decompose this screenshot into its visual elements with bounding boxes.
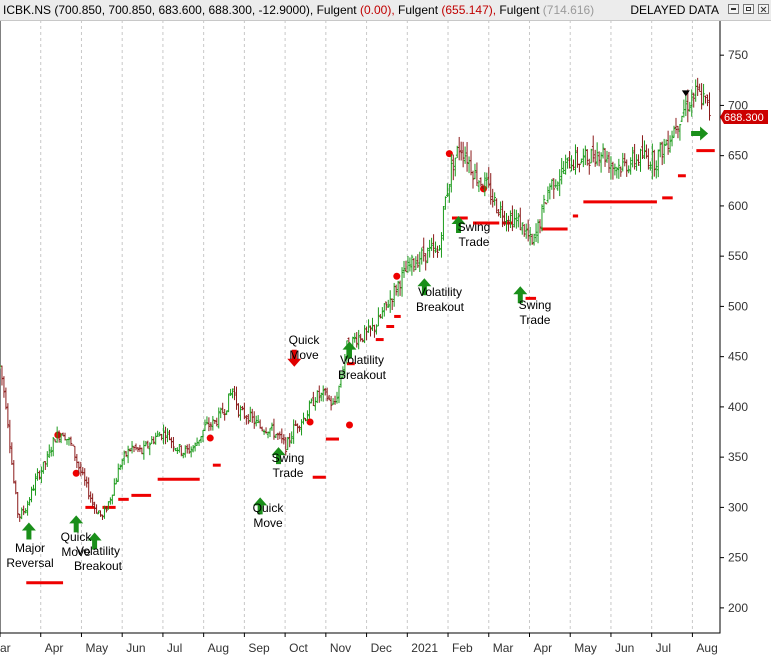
y-tick-label: 450 [728,350,748,364]
delayed-data-label: DELAYED DATA [630,3,719,17]
x-tick-label: Jun [615,641,634,655]
ohlc-values: (700.850, 700.850, 683.600, 688.300, -12… [54,3,314,17]
fulgent-value-1: (0.00), [359,3,395,17]
stop-dot [345,421,353,429]
signal-label: Quick [61,530,93,544]
maximize-button[interactable] [743,4,754,14]
y-tick-label: 650 [728,149,748,163]
signal-label: Swing [272,451,305,465]
buy-signal-arrow [69,515,84,533]
signal-label: Breakout [74,559,123,573]
signal-label: Volatility [76,544,120,558]
buy-signal-arrow [417,278,432,296]
buy-signal-arrow [87,532,102,550]
x-tick-label: May [574,641,597,655]
x-tick-label: Nov [330,641,351,655]
y-tick-label: 700 [728,98,748,112]
sell-signal-arrow [287,349,302,367]
x-tick-label: Apr [45,641,64,655]
signal-label: Volatility [418,285,462,299]
x-tick-label: Dec [371,641,392,655]
title-bar: ICBK.NS (700.850, 700.850, 683.600, 688.… [0,0,771,21]
y-tick-label: 750 [728,48,748,62]
stop-dot [206,434,214,442]
last-price-label: 688.300 [724,112,764,124]
x-tick-label: Aug [208,641,229,655]
y-tick-label: 200 [728,601,748,615]
y-tick-label: 600 [728,199,748,213]
signal-label: Breakout [416,300,465,314]
minimize-button[interactable] [728,4,739,14]
axis-frame [0,19,721,634]
x-tick-label: Apr [533,641,552,655]
fulgent-label-1: Fulgent [316,3,357,17]
signal-label: Swing [458,220,491,234]
price-bars [0,77,711,522]
x-tick-label: Aug [696,641,717,655]
y-axis: 200 250 300 350 400 450 500 550 600 650 700 750 [720,48,748,615]
x-tick-label: Feb [452,641,473,655]
buy-signal-arrow [271,447,286,465]
fulgent-value-2: (655.147), [441,3,497,17]
x-tick-label: 2021 [411,641,438,655]
x-tick-label: Jun [126,641,145,655]
y-tick-label: 300 [728,500,748,514]
x-axis: ar Apr May Jun Jul Aug Sep Oct Nov Dec 2021 Feb Mar A… [0,633,718,655]
signal-label: Quick [289,333,321,347]
x-tick-label: Mar [493,641,514,655]
buy-signal-arrow [21,522,36,540]
stop-dot [393,272,401,280]
stop-dot [72,469,80,477]
signal-arrows [21,90,709,550]
y-tick-label: 550 [728,249,748,263]
x-tick-label: ar [0,641,11,655]
grid [40,20,693,633]
y-tick-label: 250 [728,551,748,565]
signal-label: Trade [459,235,490,249]
symbol-label: ICBK.NS [3,3,52,17]
last-price-tag: 688.300 [720,110,768,124]
signal-label: Quick [253,501,285,515]
signal-labels: MajorReversalQuickMoveVolatilityBreakout… [6,220,551,573]
buy-signal-arrow [451,215,466,233]
signal-label: Move [289,348,319,362]
fulgent-label-2: Fulgent [398,3,439,17]
last-marker [681,90,690,97]
x-tick-label: May [85,641,108,655]
x-tick-label: Sep [248,641,270,655]
signal-label: Move [253,516,283,530]
right-arrow [691,126,709,141]
y-tick-label: 500 [728,299,748,313]
close-button[interactable] [758,4,769,14]
x-tick-label: Jul [167,641,182,655]
signal-label: Reversal [6,556,53,570]
signal-label: Swing [519,298,552,312]
buy-signal-arrow [253,497,268,515]
signal-label: Trade [273,466,304,480]
signal-label: Volatility [340,353,384,367]
x-tick-label: Jul [656,641,671,655]
signal-label: Move [61,545,91,559]
title-text: ICBK.NS (700.850, 700.850, 683.600, 688.… [3,0,594,20]
buy-signal-arrow [342,341,357,359]
y-tick-label: 400 [728,400,748,414]
fulgent-label-3: Fulgent [499,3,540,17]
x-tick-label: Oct [289,641,308,655]
fulgent-value-3: (714.616) [542,3,595,17]
signal-label: Breakout [338,368,387,382]
stop-dot [306,418,314,426]
buy-signal-arrow [513,286,528,304]
signal-label: Trade [520,313,551,327]
signal-label: Major [15,541,45,555]
y-tick-label: 350 [728,450,748,464]
